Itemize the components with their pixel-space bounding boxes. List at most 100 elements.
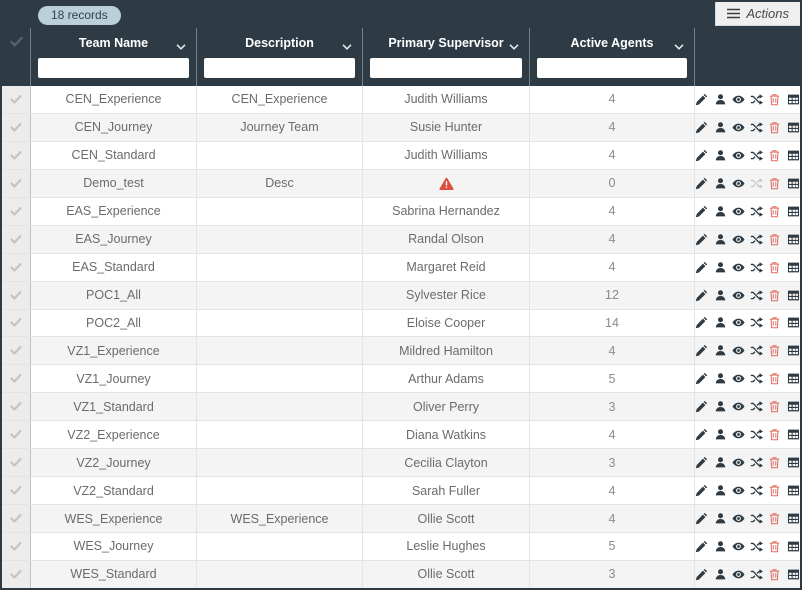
edit-icon[interactable] (695, 539, 708, 553)
shuffle-icon[interactable] (750, 484, 764, 498)
row-checkbox[interactable] (2, 477, 31, 505)
user-icon[interactable] (713, 512, 726, 526)
shuffle-icon[interactable] (750, 567, 764, 581)
grid-icon[interactable] (787, 316, 800, 330)
user-icon[interactable] (713, 120, 726, 134)
edit-icon[interactable] (695, 372, 708, 386)
edit-icon[interactable] (695, 484, 708, 498)
grid-icon[interactable] (787, 288, 800, 302)
user-icon[interactable] (713, 148, 726, 162)
edit-icon[interactable] (695, 232, 708, 246)
grid-icon[interactable] (787, 344, 800, 358)
edit-icon[interactable] (695, 316, 708, 330)
grid-icon[interactable] (787, 120, 800, 134)
edit-icon[interactable] (695, 428, 708, 442)
delete-icon[interactable] (768, 539, 781, 553)
edit-icon[interactable] (695, 456, 708, 470)
shuffle-icon[interactable] (750, 400, 764, 414)
eye-icon[interactable] (732, 148, 745, 162)
eye-icon[interactable] (732, 567, 745, 581)
row-checkbox[interactable] (2, 281, 31, 309)
delete-icon[interactable] (768, 456, 781, 470)
grid-icon[interactable] (787, 260, 800, 274)
shuffle-icon[interactable] (750, 456, 764, 470)
eye-icon[interactable] (732, 232, 745, 246)
user-icon[interactable] (713, 344, 726, 358)
eye-icon[interactable] (732, 539, 745, 553)
row-checkbox[interactable] (2, 337, 31, 365)
user-icon[interactable] (713, 428, 726, 442)
row-checkbox[interactable] (2, 393, 31, 421)
eye-icon[interactable] (732, 400, 745, 414)
grid-icon[interactable] (787, 176, 800, 190)
team-name-filter-input[interactable] (38, 58, 189, 78)
eye-icon[interactable] (732, 176, 745, 190)
row-checkbox[interactable] (2, 141, 31, 169)
delete-icon[interactable] (768, 344, 781, 358)
user-icon[interactable] (713, 92, 726, 106)
user-icon[interactable] (713, 400, 726, 414)
row-checkbox[interactable] (2, 86, 31, 113)
edit-icon[interactable] (695, 260, 708, 274)
row-checkbox[interactable] (2, 225, 31, 253)
delete-icon[interactable] (768, 148, 781, 162)
delete-icon[interactable] (768, 288, 781, 302)
shuffle-icon[interactable] (750, 344, 764, 358)
eye-icon[interactable] (732, 512, 745, 526)
shuffle-icon[interactable] (750, 512, 764, 526)
grid-icon[interactable] (787, 148, 800, 162)
eye-icon[interactable] (732, 120, 745, 134)
grid-icon[interactable] (787, 456, 800, 470)
chevron-down-icon[interactable] (674, 39, 684, 53)
delete-icon[interactable] (768, 204, 781, 218)
grid-icon[interactable] (787, 372, 800, 386)
shuffle-icon[interactable] (750, 232, 764, 246)
user-icon[interactable] (713, 484, 726, 498)
user-icon[interactable] (713, 176, 726, 190)
row-checkbox[interactable] (2, 113, 31, 141)
edit-icon[interactable] (695, 148, 708, 162)
edit-icon[interactable] (695, 344, 708, 358)
row-checkbox[interactable] (2, 560, 31, 588)
select-all-checkbox[interactable] (2, 28, 31, 86)
edit-icon[interactable] (695, 288, 708, 302)
eye-icon[interactable] (732, 484, 745, 498)
grid-icon[interactable] (787, 484, 800, 498)
row-checkbox[interactable] (2, 449, 31, 477)
delete-icon[interactable] (768, 428, 781, 442)
actions-button[interactable]: Actions (715, 2, 800, 26)
shuffle-icon[interactable] (750, 204, 764, 218)
shuffle-icon[interactable] (750, 148, 764, 162)
user-icon[interactable] (713, 539, 726, 553)
eye-icon[interactable] (732, 260, 745, 274)
description-filter-input[interactable] (204, 58, 355, 78)
user-icon[interactable] (713, 372, 726, 386)
edit-icon[interactable] (695, 512, 708, 526)
row-checkbox[interactable] (2, 169, 31, 197)
delete-icon[interactable] (768, 316, 781, 330)
grid-icon[interactable] (787, 539, 800, 553)
shuffle-icon[interactable] (750, 316, 764, 330)
shuffle-icon[interactable] (750, 428, 764, 442)
supervisor-filter-input[interactable] (370, 58, 522, 78)
grid-icon[interactable] (787, 428, 800, 442)
user-icon[interactable] (713, 288, 726, 302)
delete-icon[interactable] (768, 512, 781, 526)
grid-icon[interactable] (787, 232, 800, 246)
grid-icon[interactable] (787, 567, 800, 581)
delete-icon[interactable] (768, 567, 781, 581)
shuffle-icon[interactable] (750, 92, 764, 106)
edit-icon[interactable] (695, 567, 708, 581)
row-checkbox[interactable] (2, 309, 31, 337)
user-icon[interactable] (713, 204, 726, 218)
delete-icon[interactable] (768, 176, 781, 190)
edit-icon[interactable] (695, 400, 708, 414)
row-checkbox[interactable] (2, 253, 31, 281)
shuffle-icon[interactable] (750, 120, 764, 134)
delete-icon[interactable] (768, 372, 781, 386)
eye-icon[interactable] (732, 92, 745, 106)
edit-icon[interactable] (695, 120, 708, 134)
edit-icon[interactable] (695, 176, 708, 190)
delete-icon[interactable] (768, 484, 781, 498)
shuffle-icon[interactable] (750, 260, 764, 274)
